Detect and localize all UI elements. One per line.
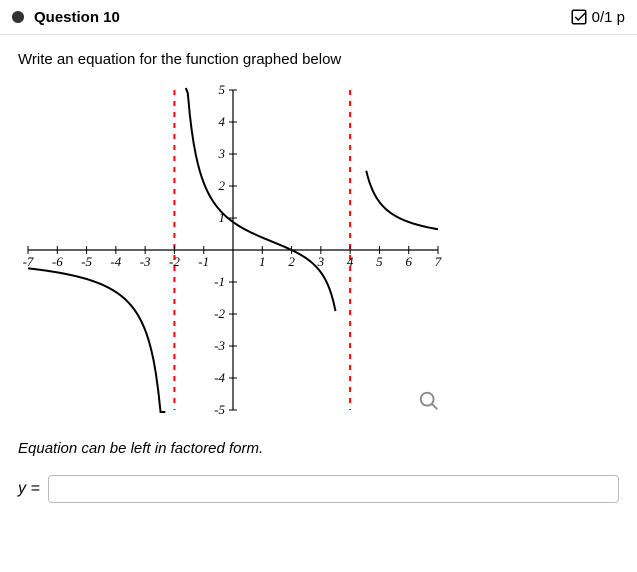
svg-text:2: 2 — [288, 254, 295, 269]
svg-text:5: 5 — [376, 254, 383, 269]
function-graph[interactable]: -7-6-5-4-3-2-11234567-5-4-3-2-112345 — [18, 80, 448, 420]
question-header: Question 10 0/1 p — [0, 0, 637, 35]
check-box-icon — [570, 8, 588, 26]
svg-text:-2: -2 — [214, 306, 225, 321]
svg-text:4: 4 — [219, 114, 226, 129]
chart-container: -7-6-5-4-3-2-11234567-5-4-3-2-112345 — [18, 80, 448, 420]
question-content: Write an equation for the function graph… — [0, 35, 637, 519]
score-text: 0/1 p — [592, 9, 625, 26]
svg-text:-4: -4 — [110, 254, 121, 269]
svg-text:-1: -1 — [198, 254, 209, 269]
svg-text:-6: -6 — [52, 254, 63, 269]
question-prompt: Write an equation for the function graph… — [18, 51, 619, 68]
svg-text:4: 4 — [347, 254, 354, 269]
svg-text:-4: -4 — [214, 370, 225, 385]
svg-text:-2: -2 — [169, 254, 180, 269]
svg-text:2: 2 — [219, 178, 226, 193]
svg-text:6: 6 — [405, 254, 412, 269]
chart-area: -7-6-5-4-3-2-11234567-5-4-3-2-112345 — [18, 80, 619, 420]
svg-text:-3: -3 — [214, 338, 225, 353]
svg-text:3: 3 — [218, 146, 226, 161]
hint-text: Equation can be left in factored form. — [18, 440, 619, 457]
svg-text:-5: -5 — [214, 402, 225, 417]
answer-label: y = — [18, 480, 40, 498]
question-title: Question 10 — [34, 9, 120, 26]
answer-input[interactable] — [48, 475, 619, 503]
svg-text:5: 5 — [219, 82, 226, 97]
answer-row: y = — [18, 475, 619, 503]
svg-text:-1: -1 — [214, 274, 225, 289]
svg-text:-7: -7 — [23, 254, 34, 269]
svg-text:-3: -3 — [140, 254, 151, 269]
score-area: 0/1 p — [570, 8, 625, 26]
magnify-icon[interactable] — [418, 390, 440, 412]
svg-text:3: 3 — [317, 254, 325, 269]
svg-text:-5: -5 — [81, 254, 92, 269]
status-dot — [12, 11, 24, 23]
header-left: Question 10 — [12, 9, 120, 26]
svg-text:7: 7 — [435, 254, 442, 269]
svg-text:1: 1 — [259, 254, 266, 269]
